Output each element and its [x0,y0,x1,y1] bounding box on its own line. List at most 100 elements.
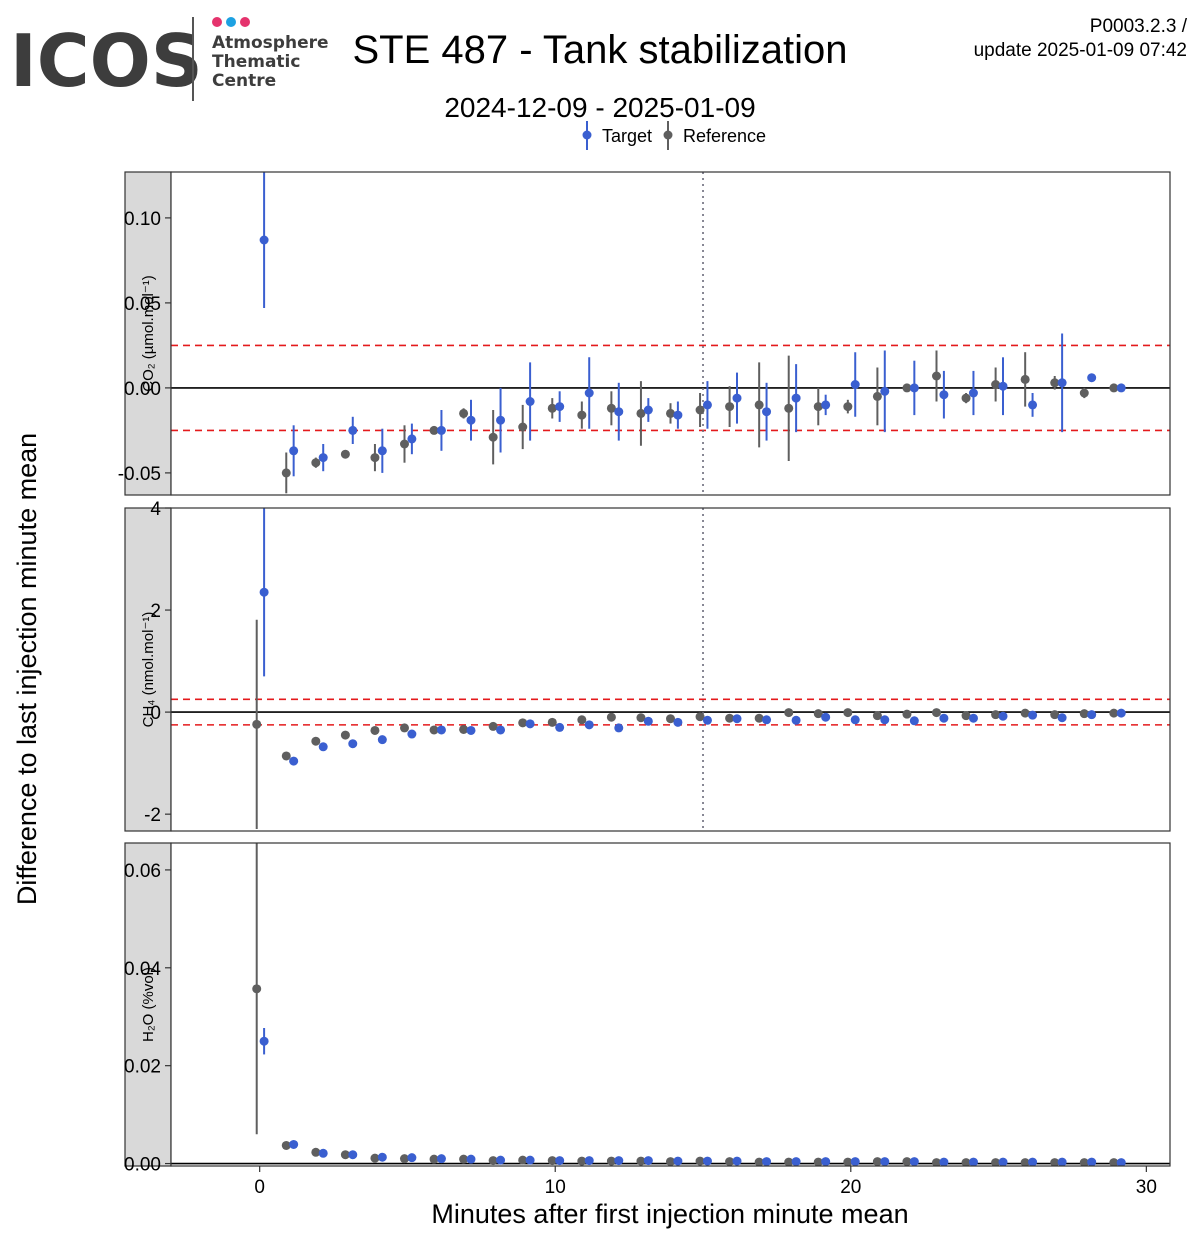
target-point [1057,713,1067,723]
reference-series [252,843,1119,1166]
plot-content [171,508,1170,831]
target-series [259,172,1126,477]
reference-point [843,402,853,412]
target-point [821,712,831,722]
reference-point [606,403,616,413]
target-point [998,711,1008,721]
reference-point [488,721,498,731]
reference-point [606,1156,616,1166]
reference-point [902,1157,912,1166]
x-tick-label: 10 [545,1177,566,1198]
target-point [436,425,446,435]
y-tick-label: 2 [150,601,161,622]
y-tick-label: -2 [144,805,161,826]
reference-point [311,1147,321,1157]
reference-point [1079,388,1089,398]
reference-series [252,619,1119,829]
reference-point [429,425,439,435]
target-point [466,725,476,735]
target-point [318,742,328,752]
target-point [732,393,742,403]
target-point [850,380,860,389]
logo-dot-3 [240,17,250,27]
target-point [673,410,683,420]
target-point [762,407,772,417]
target-point [939,390,949,400]
target-point [436,725,446,735]
target-point [525,1155,535,1165]
reference-point [843,708,853,718]
target-point [1057,1157,1067,1166]
reference-point [577,1156,587,1166]
target-point [968,1157,978,1166]
target-point [909,383,919,393]
panel-2: CH₄ (nmol.mol⁻¹) -2 0 2 4 [124,499,1171,832]
target-point [1028,1157,1038,1166]
panel-3: H₂O (%vol) 0.00 0.02 0.04 0.06 [124,842,1171,1176]
y-tick-label: 4 [150,499,161,520]
target-point [1057,378,1067,388]
logo-sub-3: Centre [212,71,276,91]
legend-reference-label: Reference [683,126,766,146]
target-point [407,434,417,444]
y-tick-label: 0.10 [124,209,161,230]
chart-subtitle: 2024-12-09 - 2025-01-09 [444,92,755,123]
target-point [643,1156,653,1166]
reference-point [281,1140,291,1150]
reference-point [961,711,971,721]
plot-border [170,842,1171,1167]
target-point [880,715,890,725]
target-point [732,1156,742,1166]
version-label: P0003.2.3 / [1090,16,1188,37]
reference-point [813,402,823,412]
reference-point [459,724,469,734]
target-point [318,1148,328,1158]
reference-point [961,1158,971,1166]
reference-point [932,371,942,381]
target-point [1116,383,1126,393]
logo-dot-2 [226,17,236,27]
target-point [880,1157,890,1166]
icos-logo: ICOS Atmosphere Thematic Centre [10,17,329,103]
y-tick-label: 0 [150,703,161,724]
target-point [821,400,831,410]
reference-point [902,709,912,719]
reference-series [281,350,1119,494]
target-point [998,381,1008,391]
target-point [909,716,919,726]
target-point [702,1156,712,1166]
reference-point [902,383,912,393]
strip-label: CH₄ (nmol.mol⁻¹) [140,612,157,728]
panel-strip [124,842,172,1167]
target-point [821,1157,831,1166]
reference-point [281,468,291,478]
update-label: update 2025-01-09 07:42 [974,40,1187,61]
plot-content [171,843,1170,1166]
reference-point [813,1157,823,1166]
target-point [1116,1158,1126,1166]
legend-target-marker [582,130,592,140]
target-point [614,1156,624,1166]
reference-point [429,1154,439,1164]
target-point [791,715,801,725]
target-point [643,405,653,415]
target-point [348,1150,358,1160]
target-point [850,715,860,725]
reference-point [932,708,942,718]
target-point [318,453,328,463]
reference-point [872,711,882,721]
reference-point [488,432,498,442]
reference-point [1109,383,1119,393]
target-point [584,388,594,398]
reference-point [636,408,646,418]
reference-point [1050,710,1060,720]
reference-point [370,725,380,735]
reference-point [1050,378,1060,388]
target-point [377,735,387,745]
reference-point [695,1156,705,1166]
reference-point [518,422,528,432]
target-point [496,725,506,735]
y-tick-label: 0.06 [124,861,161,882]
reference-point [459,1154,469,1164]
target-point [702,715,712,725]
